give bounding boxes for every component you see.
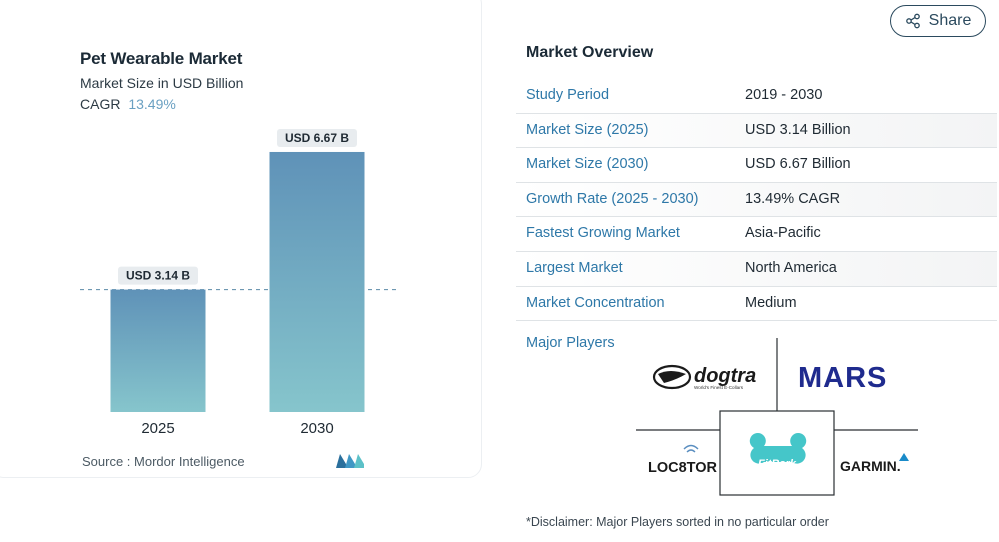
locator-logo: LOC8TOR bbox=[648, 444, 718, 476]
data-label: USD 6.67 B bbox=[285, 131, 349, 145]
disclaimer: *Disclaimer: Major Players sorted in no … bbox=[526, 515, 829, 529]
chart-subtitle: Market Size in USD Billion bbox=[80, 75, 244, 91]
overview-row-value: USD 6.67 Billion bbox=[745, 156, 851, 173]
overview-row-label: Study Period bbox=[526, 87, 610, 103]
bar-chart: USD 3.14 B 2025 USD 6.67 B 2030 bbox=[80, 128, 400, 437]
garmin-logo: GARMIN. bbox=[840, 453, 909, 474]
overview-row: Largest Market North America bbox=[516, 251, 997, 287]
data-label-background bbox=[277, 128, 357, 147]
overview-row-value: Medium bbox=[745, 294, 797, 311]
overview-row: Growth Rate (2025 - 2030) 13.49% CAGR bbox=[516, 182, 997, 218]
chart-cagr: CAGR 13.49% bbox=[80, 96, 176, 112]
fitbark-logo: FitBark bbox=[749, 432, 807, 470]
overview-row-label: Fastest Growing Market bbox=[526, 225, 680, 242]
overview-row-value: USD 3.14 Billion bbox=[745, 121, 851, 138]
major-players-grid: dogtra World's Finest E-Collars MARS LOC… bbox=[636, 338, 918, 496]
overview-row: Market Concentration Medium bbox=[516, 287, 997, 322]
cagr-label: CAGR bbox=[80, 96, 121, 112]
data-label-background bbox=[118, 266, 198, 285]
mordor-intelligence-logo-icon bbox=[336, 454, 364, 468]
overview-row-value: 2019 - 2030 bbox=[745, 87, 823, 103]
dogtra-name: dogtra bbox=[694, 365, 756, 387]
cagr-value: 13.49% bbox=[128, 96, 176, 112]
chart-source: Source : Mordor Intelligence bbox=[82, 454, 245, 469]
fitbark-name: FitBark bbox=[758, 458, 797, 470]
overview-row: Study Period 2019 - 2030 bbox=[516, 79, 997, 114]
garmin-name: GARMIN. bbox=[840, 458, 901, 474]
data-label: USD 3.14 B bbox=[126, 269, 190, 283]
overview-row-value: North America bbox=[745, 259, 837, 276]
dogtra-logo: dogtra World's Finest E-Collars bbox=[652, 364, 756, 390]
overview-row-value: Asia-Pacific bbox=[745, 225, 821, 242]
bar-2025 bbox=[110, 289, 206, 412]
overview-row: Market Size (2025) USD 3.14 Billion bbox=[516, 113, 997, 149]
bar-2030 bbox=[269, 151, 365, 412]
overview-row: Fastest Growing Market Asia-Pacific bbox=[516, 217, 997, 252]
overview-row-label: Market Concentration bbox=[526, 294, 665, 311]
x-tick-label: 2025 bbox=[141, 420, 174, 437]
share-button[interactable]: Share bbox=[890, 5, 986, 37]
x-tick-label: 2030 bbox=[300, 420, 333, 437]
dogtra-tagline: World's Finest E-Collars bbox=[694, 385, 744, 390]
mars-logo: MARS bbox=[798, 362, 887, 394]
locator-name: LOC8TOR bbox=[648, 460, 718, 476]
overview-row-label: Largest Market bbox=[526, 259, 623, 276]
overview-table: Study Period 2019 - 2030 Market Size (2025… bbox=[516, 79, 997, 322]
overview-row-value: 13.49% CAGR bbox=[745, 190, 841, 207]
overview-row-label: Growth Rate (2025 - 2030) bbox=[526, 190, 699, 207]
share-label: Share bbox=[928, 12, 972, 29]
overview-row-label: Market Size (2025) bbox=[526, 121, 649, 138]
chart-title: Pet Wearable Market bbox=[80, 49, 243, 68]
chart-card bbox=[0, 0, 482, 478]
overview-title: Market Overview bbox=[526, 44, 654, 61]
share-icon bbox=[905, 13, 920, 29]
overview-row-label: Market Size (2030) bbox=[526, 156, 649, 173]
major-players-title: Major Players bbox=[526, 335, 615, 351]
overview-row: Market Size (2030) USD 6.67 Billion bbox=[516, 148, 997, 183]
